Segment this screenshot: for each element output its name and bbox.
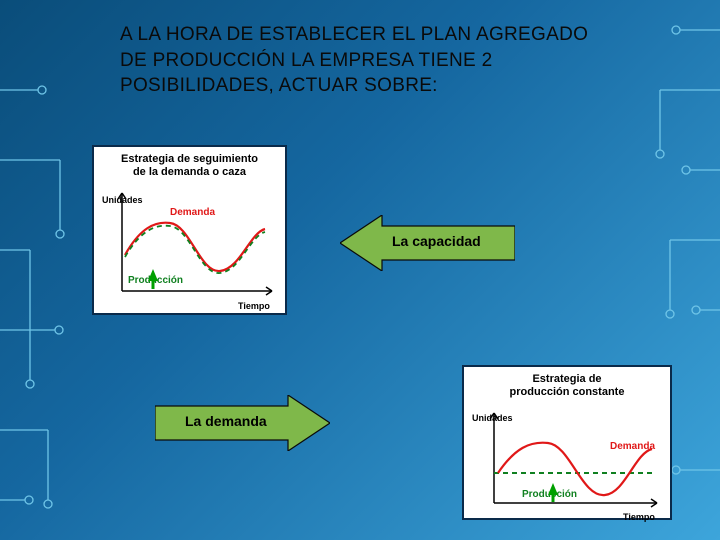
chart2-title: Estrategia deproducción constante: [470, 373, 664, 399]
arrow-demand: La demanda: [155, 395, 330, 451]
chart-constant-production: Estrategia deproducción constante Unidad…: [462, 365, 672, 520]
chart-chase-strategy: Estrategia de seguimientode la demanda o…: [92, 145, 287, 315]
slide-title: A LA HORA DE ESTABLECER EL PLAN AGREGADO…: [120, 22, 590, 99]
chart1-title: Estrategia de seguimientode la demanda o…: [100, 153, 279, 179]
svg-text:Unidades: Unidades: [102, 195, 143, 205]
arrow-demand-label: La demanda: [185, 413, 267, 429]
svg-text:Demanda: Demanda: [610, 441, 655, 452]
arrow-capacity: La capacidad: [340, 215, 515, 271]
chart2-plot: UnidadesTiempoDemandaProducción: [470, 403, 665, 523]
svg-text:Tiempo: Tiempo: [623, 512, 655, 522]
arrow-capacity-label: La capacidad: [392, 233, 481, 249]
svg-text:Demanda: Demanda: [170, 207, 215, 218]
chart1-plot: UnidadesTiempoDemandaProducción: [100, 183, 280, 313]
svg-text:Unidades: Unidades: [472, 413, 513, 423]
svg-text:Tiempo: Tiempo: [238, 301, 270, 311]
